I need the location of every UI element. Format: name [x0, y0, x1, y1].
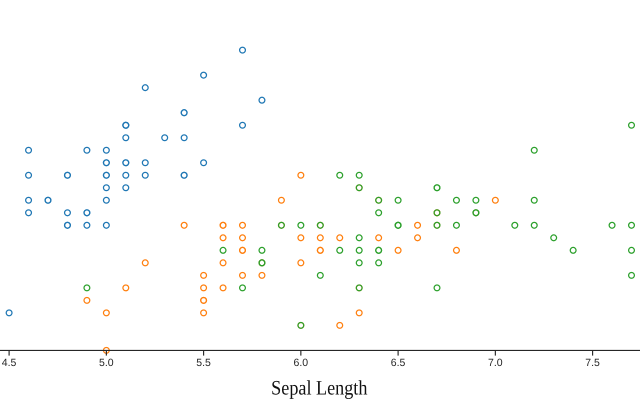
svg-text:Sepal Length: Sepal Length — [271, 377, 367, 399]
svg-text:7.0: 7.0 — [488, 357, 503, 369]
svg-text:4.5: 4.5 — [2, 357, 17, 369]
svg-text:5.0: 5.0 — [99, 357, 114, 369]
svg-text:6.0: 6.0 — [294, 357, 309, 369]
svg-text:7.5: 7.5 — [585, 357, 600, 369]
svg-text:6.5: 6.5 — [391, 357, 406, 369]
svg-text:5.5: 5.5 — [196, 357, 211, 369]
